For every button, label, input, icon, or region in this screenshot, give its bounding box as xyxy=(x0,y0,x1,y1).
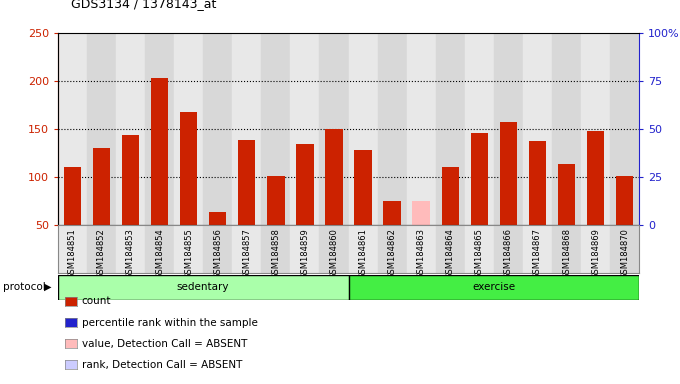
Text: protocol: protocol xyxy=(3,282,46,292)
Text: GSM184854: GSM184854 xyxy=(155,228,164,279)
Bar xyxy=(203,33,232,225)
Text: GSM184851: GSM184851 xyxy=(68,228,77,279)
Text: GSM184862: GSM184862 xyxy=(388,228,396,279)
Bar xyxy=(320,225,348,273)
Bar xyxy=(348,275,639,300)
Text: GDS3134 / 1378143_at: GDS3134 / 1378143_at xyxy=(71,0,217,10)
Text: GSM184867: GSM184867 xyxy=(533,228,542,280)
Bar xyxy=(377,225,407,273)
Bar xyxy=(116,33,145,225)
Text: sedentary: sedentary xyxy=(177,282,229,292)
Bar xyxy=(523,225,552,273)
Bar xyxy=(348,33,377,225)
Bar xyxy=(261,225,290,273)
Bar xyxy=(581,33,610,225)
Bar xyxy=(552,33,581,225)
Bar xyxy=(587,131,605,225)
Bar xyxy=(145,33,174,225)
Bar xyxy=(325,129,343,225)
Bar xyxy=(261,33,290,225)
Text: GSM184866: GSM184866 xyxy=(504,228,513,280)
Bar xyxy=(465,33,494,225)
Bar xyxy=(407,33,436,225)
Text: GSM184863: GSM184863 xyxy=(417,228,426,280)
Text: GSM184857: GSM184857 xyxy=(242,228,251,279)
Text: GSM184852: GSM184852 xyxy=(97,228,106,279)
Text: GSM184868: GSM184868 xyxy=(562,228,571,280)
Bar xyxy=(441,167,459,225)
Text: GSM184858: GSM184858 xyxy=(271,228,280,279)
Text: GSM184856: GSM184856 xyxy=(214,228,222,279)
Bar xyxy=(407,225,436,273)
Text: GSM184855: GSM184855 xyxy=(184,228,193,279)
Bar xyxy=(377,33,407,225)
Bar xyxy=(471,134,488,225)
Bar xyxy=(523,33,552,225)
Bar xyxy=(58,225,87,273)
Bar xyxy=(494,225,523,273)
Bar xyxy=(64,167,81,225)
Bar xyxy=(581,225,610,273)
Bar xyxy=(558,164,575,225)
Bar xyxy=(610,225,639,273)
Text: GSM184861: GSM184861 xyxy=(358,228,367,279)
Bar xyxy=(436,33,465,225)
Bar xyxy=(180,113,197,225)
Text: GSM184853: GSM184853 xyxy=(126,228,135,279)
Bar xyxy=(320,33,348,225)
Bar xyxy=(209,212,226,225)
Bar xyxy=(494,33,523,225)
Bar xyxy=(436,225,465,273)
Bar xyxy=(267,176,284,225)
Text: value, Detection Call = ABSENT: value, Detection Call = ABSENT xyxy=(82,339,247,349)
Text: GSM184864: GSM184864 xyxy=(446,228,455,279)
Bar xyxy=(58,33,87,225)
Bar xyxy=(116,225,145,273)
Bar xyxy=(174,33,203,225)
Bar xyxy=(500,122,517,225)
Bar xyxy=(92,148,110,225)
Bar xyxy=(552,225,581,273)
Text: GSM184859: GSM184859 xyxy=(301,228,309,279)
Bar xyxy=(616,176,633,225)
Bar xyxy=(354,150,372,225)
Bar xyxy=(145,225,174,273)
Text: rank, Detection Call = ABSENT: rank, Detection Call = ABSENT xyxy=(82,360,242,370)
Text: GSM184860: GSM184860 xyxy=(330,228,339,279)
Text: percentile rank within the sample: percentile rank within the sample xyxy=(82,318,258,328)
Bar xyxy=(122,136,139,225)
Bar xyxy=(610,33,639,225)
Text: exercise: exercise xyxy=(473,282,515,292)
Bar xyxy=(58,275,639,300)
Text: GSM184869: GSM184869 xyxy=(591,228,600,279)
Bar xyxy=(290,225,320,273)
Bar xyxy=(174,225,203,273)
Bar xyxy=(232,225,261,273)
Bar xyxy=(296,144,313,225)
Bar xyxy=(87,225,116,273)
Text: GSM184870: GSM184870 xyxy=(620,228,629,279)
Bar xyxy=(203,225,232,273)
Bar xyxy=(238,140,256,225)
Text: count: count xyxy=(82,296,111,306)
Bar xyxy=(384,201,401,225)
Bar xyxy=(529,141,546,225)
Text: ▶: ▶ xyxy=(44,282,52,292)
Bar xyxy=(232,33,261,225)
Bar xyxy=(58,275,348,300)
Bar xyxy=(348,225,377,273)
Bar xyxy=(413,201,430,225)
Text: GSM184865: GSM184865 xyxy=(475,228,483,279)
Bar xyxy=(87,33,116,225)
Bar xyxy=(151,78,168,225)
Bar xyxy=(290,33,320,225)
Bar xyxy=(465,225,494,273)
